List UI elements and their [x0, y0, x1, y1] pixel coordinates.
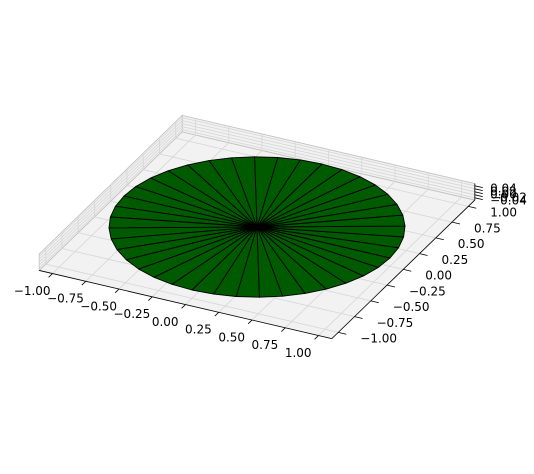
x-tick-label: 0.50 — [218, 330, 245, 344]
x-tick-mark — [114, 288, 120, 294]
z-tick-mark — [474, 185, 483, 189]
y-tick-mark — [338, 331, 347, 335]
z-tick-label: −0.02 — [490, 190, 527, 204]
y-tick-label: 0.50 — [458, 237, 485, 251]
x-tick-mark — [48, 273, 53, 278]
x-tick-label: −0.50 — [80, 299, 117, 313]
y-tick-label: 0.25 — [442, 253, 469, 267]
z-tick-mark — [474, 194, 483, 198]
surface-facet — [256, 226, 391, 268]
y-tick-mark — [435, 237, 444, 241]
z-tick-mark — [474, 188, 483, 192]
x-tick-mark — [247, 319, 253, 325]
x-tick-mark — [81, 281, 87, 286]
axis-lines — [39, 183, 483, 340]
y-tick-label: −0.25 — [409, 284, 446, 298]
x-tick-mark — [314, 335, 319, 340]
grid-line-z — [38, 126, 475, 266]
y-tick-label: −0.50 — [393, 300, 430, 314]
x-tick-mark — [281, 327, 286, 332]
y-tick-mark — [403, 268, 412, 272]
z-tick-label: −0.04 — [490, 193, 527, 207]
grid-line-z — [38, 129, 475, 269]
y-tick-mark — [468, 205, 477, 209]
x-tick-label: −0.75 — [47, 292, 84, 306]
z-tick-mark — [474, 197, 483, 201]
z-tick-label: 0.04 — [490, 181, 517, 195]
grid-line-z — [38, 117, 475, 257]
y-tick-mark — [386, 284, 396, 288]
x-tick-mark — [148, 296, 153, 301]
y-tick-label: −1.00 — [360, 332, 397, 346]
z-tick-label: 0.02 — [490, 184, 517, 198]
y-tick-mark — [370, 300, 379, 304]
z-tick-label: 0.00 — [490, 187, 517, 201]
y-tick-label: 0.00 — [425, 269, 452, 283]
y-tick-label: 0.75 — [474, 221, 501, 235]
y-tick-mark — [451, 221, 461, 225]
x-tick-label: −1.00 — [14, 284, 51, 298]
y-tick-mark — [354, 316, 363, 319]
grid-line-z — [38, 123, 475, 263]
x-tick-label: 0.75 — [252, 338, 279, 352]
y-tick-label: −0.75 — [377, 316, 414, 330]
tick-labels: −1.00−0.75−0.50−0.250.000.250.500.751.00… — [14, 181, 527, 360]
grid-line-z — [38, 120, 475, 260]
y-tick-label: 1.00 — [490, 206, 517, 220]
z-tick-mark — [474, 191, 483, 195]
y-tick-mark — [419, 253, 428, 256]
x-tick-label: 1.00 — [285, 346, 312, 360]
x-tick-mark — [214, 312, 220, 317]
disk-surface — [108, 156, 406, 298]
x-tick-label: 0.25 — [185, 323, 212, 337]
x-tick-label: −0.25 — [114, 307, 151, 321]
x-tick-label: 0.00 — [152, 315, 179, 329]
x-tick-mark — [181, 304, 186, 309]
